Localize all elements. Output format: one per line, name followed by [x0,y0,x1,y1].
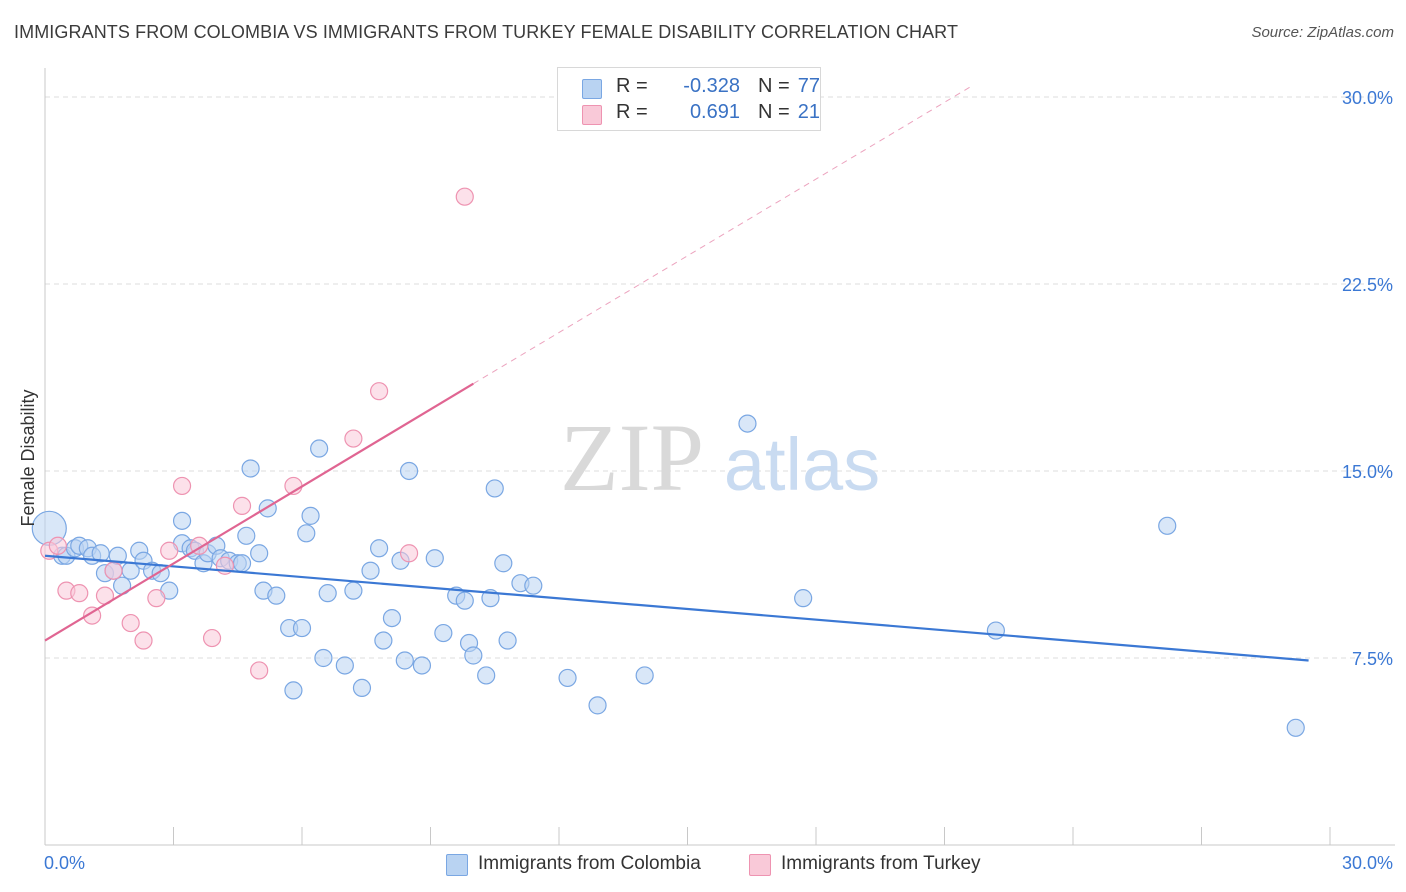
point-colombia [986,621,1006,640]
point-colombia [301,506,320,525]
point-colombia [241,459,260,478]
y-tick-label: 7.5% [1352,649,1393,669]
point-colombia [794,589,813,608]
point-turkey [83,606,102,625]
point-colombia [237,526,256,545]
point-colombia [297,524,316,543]
bottom-legend-swatch-colombia [446,854,468,876]
legend-r-value: 0.691 [689,101,740,123]
point-colombia [412,656,432,675]
point-colombia [485,479,504,498]
point-turkey [172,476,192,496]
legend-n-value: 21 [797,101,820,123]
point-colombia [292,618,312,638]
point-colombia [558,668,577,688]
legend-n-label: N = [758,101,790,123]
point-colombia [361,561,380,580]
point-turkey [134,631,153,650]
point-turkey [202,628,222,648]
legend-r-value: -0.328 [683,75,740,97]
correlation-legend: R = -0.328 N = 77 R = 0.691 N = 21 [557,67,821,131]
point-colombia [370,539,389,558]
point-colombia [344,581,363,600]
chart-title: IMMIGRANTS FROM COLOMBIA VS IMMIGRANTS F… [14,22,959,42]
y-tick-label: 22.5% [1342,275,1393,295]
trend-line-turkey [44,382,474,642]
point-colombia [314,648,333,668]
trend-extension-turkey [473,86,971,385]
legend-swatch-turkey [582,105,602,125]
point-colombia [232,554,252,573]
point-turkey [70,584,89,603]
point-colombia [267,586,286,605]
legend-r-label: R = [616,75,648,97]
point-turkey [232,496,252,515]
gridlines [45,96,1395,659]
y-tick-label: 30.0% [1342,88,1393,108]
point-colombia [352,678,372,698]
point-turkey [399,544,419,563]
point-turkey [147,589,166,608]
point-colombia [395,651,414,670]
bottom-legend-swatch-turkey [749,854,771,876]
point-turkey [250,661,269,680]
point-colombia [335,656,354,675]
watermark-atlas: atlas [724,423,880,506]
axes [44,68,1395,846]
x-tick-label: 30.0% [1342,853,1393,873]
trend-lines [44,86,1309,662]
point-colombia [250,544,269,563]
legend-swatch-colombia [582,79,602,99]
point-colombia [434,623,453,643]
point-colombia [374,631,393,650]
point-colombia [588,696,607,715]
point-turkey [104,561,123,580]
point-colombia [425,549,444,568]
point-colombia [455,591,474,610]
point-colombia [399,461,419,481]
point-colombia [318,584,337,603]
trend-line-colombia [44,554,1309,662]
data-points [31,187,1305,737]
bottom-legend-label-colombia: Immigrants from Colombia [478,853,701,874]
point-colombia [172,511,192,530]
point-colombia [635,666,654,685]
point-colombia [1158,516,1177,535]
point-colombia [477,666,496,685]
y-axis-label: Female Disability [18,389,38,526]
point-colombia [464,646,483,665]
tick-labels: 7.5% 15.0% 22.5% 30.0% 0.0% 30.0% [44,88,1393,873]
point-colombia [498,631,517,650]
point-colombia [494,554,513,573]
legend-r-label: R = [616,101,648,123]
bottom-legend-label-turkey: Immigrants from Turkey [781,853,981,874]
legend-n-label: N = [758,75,790,97]
watermark-zip: ZIP [560,404,704,511]
y-tick-label: 15.0% [1342,462,1393,482]
point-turkey [121,613,140,633]
point-colombia [524,576,543,595]
point-colombia [738,414,757,433]
point-turkey [370,382,389,401]
point-turkey [48,536,67,555]
watermark: ZIP atlas [560,404,880,511]
point-colombia [284,681,303,700]
point-colombia [310,439,329,458]
point-colombia [1286,718,1305,737]
source-label: Source: ZipAtlas.com [1251,24,1394,41]
legend-n-value: 77 [797,75,820,97]
point-turkey [160,541,179,560]
point-colombia [382,608,402,628]
point-turkey [455,187,474,206]
x-tick-label: 0.0% [44,853,85,873]
point-turkey [344,429,363,448]
